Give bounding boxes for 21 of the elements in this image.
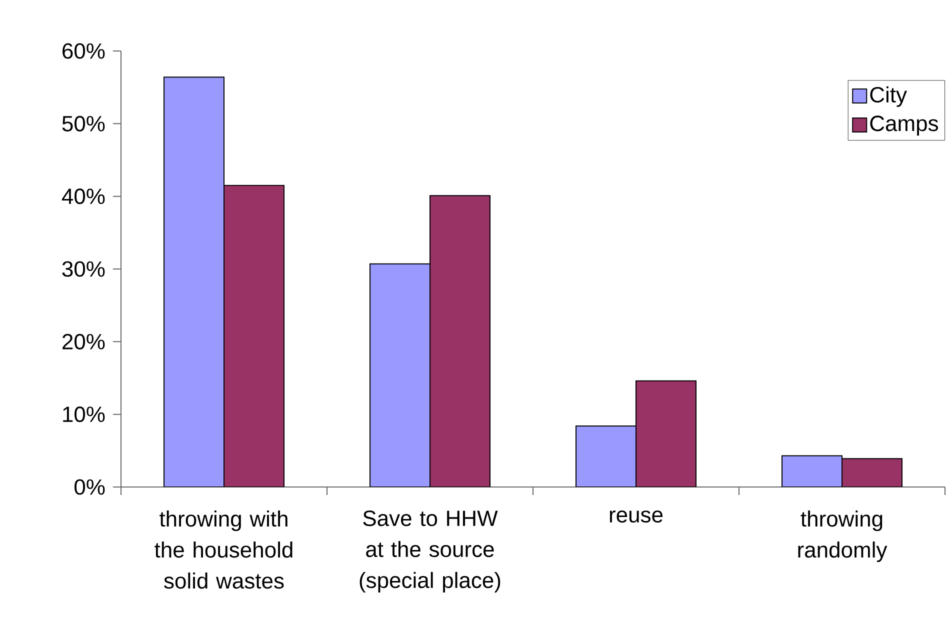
bar (430, 195, 491, 488)
legend-label: City (870, 86, 907, 107)
x-tick-label: throwing randomly (798, 510, 888, 562)
x-tick-label: reuse (610, 510, 663, 523)
x-tick-label: Save to HHW at the source (special place) (360, 510, 500, 592)
y-tick-label: 40% (62, 188, 105, 204)
bar (782, 455, 843, 488)
bar (842, 458, 903, 488)
bar (164, 76, 225, 488)
y-tick-label: 0% (74, 479, 105, 495)
bar (224, 184, 285, 488)
bar (576, 425, 637, 488)
x-tick-label: throwing with the household solid wastes (154, 510, 292, 589)
y-tick-label: 30% (62, 261, 105, 277)
y-tick-label: 10% (63, 406, 105, 422)
bar (636, 380, 697, 488)
y-tick-label: 60% (62, 43, 105, 59)
bar (370, 263, 431, 488)
y-tick-label: 20% (62, 334, 105, 350)
legend-label: Camps (870, 116, 938, 136)
y-tick-label: 50% (62, 116, 105, 132)
